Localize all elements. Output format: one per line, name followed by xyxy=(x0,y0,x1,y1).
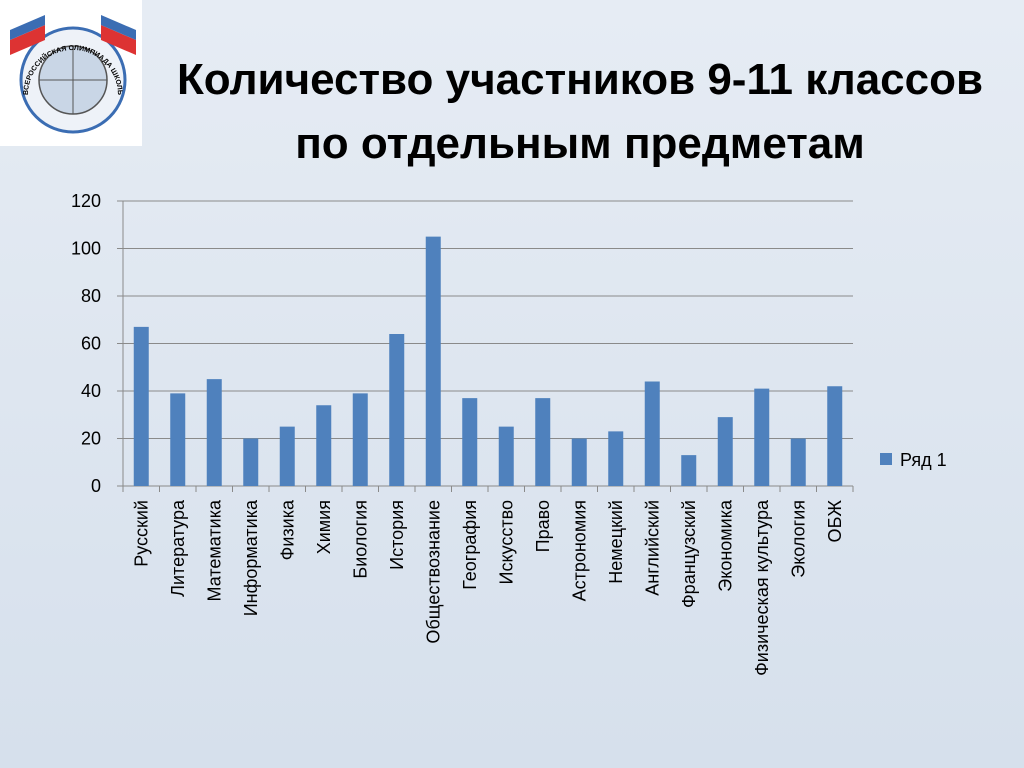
x-tick-label: Английский xyxy=(642,500,662,596)
legend-swatch xyxy=(880,453,892,465)
y-tick-label: 80 xyxy=(81,286,101,306)
bar xyxy=(425,236,441,486)
y-tick-label: 120 xyxy=(71,191,101,211)
x-tick-label: ОБЖ xyxy=(825,500,845,543)
x-tick-label: Информатика xyxy=(241,499,261,616)
bar xyxy=(279,426,295,486)
x-tick-label: Немецкий xyxy=(606,500,626,584)
y-tick-label: 100 xyxy=(71,239,101,259)
bar xyxy=(462,398,478,486)
x-tick-label: Литература xyxy=(168,499,188,597)
x-tick-label: Русский xyxy=(131,500,151,567)
bar xyxy=(170,393,186,486)
bar xyxy=(644,381,660,486)
x-tick-label: Экология xyxy=(788,500,808,578)
bar xyxy=(389,334,405,486)
bar xyxy=(352,393,368,486)
y-tick-label: 40 xyxy=(81,381,101,401)
x-tick-label: Математика xyxy=(204,499,224,601)
bar xyxy=(206,379,222,486)
bar xyxy=(790,438,806,486)
x-tick-label: Право xyxy=(533,500,553,552)
bar xyxy=(571,438,587,486)
x-tick-label: Биология xyxy=(350,500,370,579)
bar xyxy=(754,388,770,486)
x-tick-label: Искусство xyxy=(496,500,516,584)
bar xyxy=(717,417,733,486)
x-tick-label: Физика xyxy=(277,499,297,560)
legend-label: Ряд 1 xyxy=(900,450,947,470)
x-tick-label: Астрономия xyxy=(569,500,589,601)
bar xyxy=(681,455,697,486)
x-tick-label: Физическая культура xyxy=(752,499,772,676)
bar xyxy=(608,431,624,486)
bar xyxy=(133,326,149,486)
y-tick-label: 0 xyxy=(91,476,101,496)
bar xyxy=(243,438,259,486)
bar xyxy=(316,405,332,486)
logo: ВСЕРОССИЙСКАЯ ОЛИМПИАДА ШКОЛЬНИКОВ xyxy=(0,0,142,146)
bar xyxy=(535,398,551,486)
bar xyxy=(498,426,514,486)
x-tick-label: География xyxy=(460,500,480,590)
x-tick-label: Обществознание xyxy=(423,500,443,644)
y-tick-label: 60 xyxy=(81,334,101,354)
bar xyxy=(827,386,843,486)
x-tick-label: Экономика xyxy=(715,499,735,592)
x-tick-label: Французский xyxy=(679,500,699,608)
x-tick-label: Химия xyxy=(314,500,334,554)
chart-title: Количество участников 9-11 классов по от… xyxy=(176,55,984,168)
x-tick-label: История xyxy=(387,500,407,570)
y-tick-label: 20 xyxy=(81,429,101,449)
